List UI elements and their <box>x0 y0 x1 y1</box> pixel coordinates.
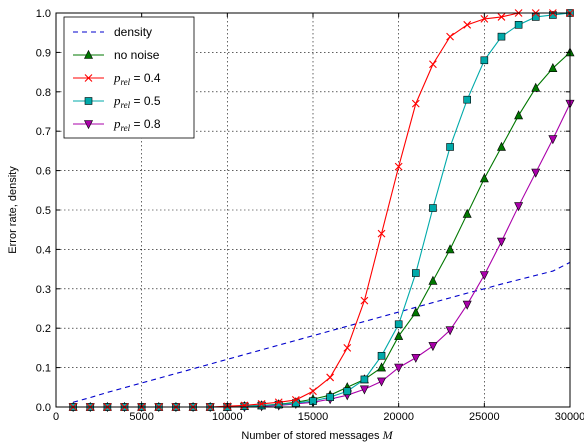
data-point <box>274 400 283 409</box>
data-point <box>360 296 369 305</box>
y-tick-label: 0.0 <box>36 402 51 414</box>
data-point <box>394 320 403 329</box>
legend-entry: prel = 0.4 <box>73 70 161 87</box>
legend-swatch-marker <box>84 74 93 82</box>
data-point <box>514 110 524 120</box>
data-point <box>257 399 266 408</box>
legend-entry: no noise <box>73 48 160 62</box>
data-point <box>445 244 455 254</box>
data-point <box>411 307 421 317</box>
data-point <box>291 396 300 404</box>
data-point <box>326 393 334 401</box>
data-point <box>531 82 541 92</box>
data-point <box>411 269 420 277</box>
data-point <box>514 202 524 212</box>
y-tick-label: 0.2 <box>36 323 51 335</box>
legend-label: no noise <box>114 48 160 62</box>
data-point <box>257 401 266 410</box>
data-point <box>479 173 489 183</box>
data-point <box>429 204 437 212</box>
data-point <box>548 135 558 145</box>
data-point <box>360 375 369 384</box>
data-point <box>497 13 506 21</box>
data-point <box>377 229 386 238</box>
data-point <box>445 326 455 336</box>
data-point <box>411 99 420 108</box>
data-point <box>531 13 540 21</box>
legend-label: prel = 0.4 <box>113 70 161 87</box>
legend-swatch-marker <box>84 49 93 59</box>
legend-swatch-marker <box>84 120 93 130</box>
x-tick-label: 0 <box>53 411 59 423</box>
legend-entry: density <box>73 25 152 39</box>
y-tick-label: 0.8 <box>36 87 51 99</box>
legend-label: prel = 0.8 <box>113 116 161 133</box>
y-tick-label: 0.3 <box>36 284 51 296</box>
y-tick-label: 0.9 <box>36 47 51 59</box>
data-point <box>514 21 523 29</box>
data-point <box>240 401 249 410</box>
legend-entry: prel = 0.8 <box>73 116 161 133</box>
data-point <box>326 373 335 382</box>
data-point <box>496 237 506 247</box>
y-tick-label: 0.5 <box>36 205 51 217</box>
x-tick-label: 15000 <box>298 411 329 423</box>
data-point <box>377 362 387 372</box>
x-tick-label: 30000 <box>555 411 584 423</box>
data-point <box>343 387 352 396</box>
data-point <box>394 330 404 340</box>
data-point <box>309 387 317 396</box>
legend-entry: prel = 0.5 <box>73 93 161 110</box>
data-point <box>428 275 438 285</box>
data-point <box>462 300 472 310</box>
data-point <box>549 11 557 19</box>
data-point <box>496 141 506 151</box>
legend-label: prel = 0.5 <box>113 93 161 110</box>
legend: density no noise prel = 0.4 prel = 0.5 prel … <box>63 16 195 139</box>
data-point <box>462 208 472 218</box>
data-point <box>480 15 489 23</box>
y-tick-label: 0.7 <box>36 126 51 138</box>
y-tick-label: 0.1 <box>36 363 51 375</box>
data-point <box>463 95 472 104</box>
grid <box>56 13 570 407</box>
x-axis-title: Number of stored messages M <box>241 428 393 442</box>
data-point <box>548 62 558 72</box>
ticks <box>55 12 571 408</box>
data-point <box>429 60 437 69</box>
y-tick-label: 0.4 <box>36 244 51 256</box>
x-tick-label: 25000 <box>469 411 500 423</box>
data-point <box>274 398 283 407</box>
data-point <box>359 385 369 395</box>
data-point <box>343 344 352 352</box>
data-point <box>497 32 506 41</box>
data-point <box>446 32 454 41</box>
data-point <box>411 353 421 363</box>
data-point <box>377 377 387 387</box>
data-point <box>377 351 386 360</box>
legend-swatch-marker <box>84 97 93 105</box>
data-point <box>480 56 489 65</box>
data-point <box>531 168 541 178</box>
data-point <box>428 342 438 352</box>
x-axis-title-text: Number of stored messages <box>241 430 382 442</box>
x-tick-label: 10000 <box>212 411 243 423</box>
y-axis-title: Error rate, density <box>7 166 19 254</box>
data-point <box>394 363 404 373</box>
x-tick-label: 20000 <box>383 411 414 423</box>
data-point <box>463 20 472 29</box>
tick-labels: 0 5000 10000 15000 20000 25000 30000 0.0 0.1 0.2 0… <box>36 8 584 423</box>
data-point <box>446 143 454 151</box>
data-point <box>240 402 249 411</box>
y-tick-label: 0.6 <box>36 166 51 178</box>
legend-label: density <box>114 25 152 39</box>
data-point <box>394 162 403 171</box>
y-tick-label: 1.0 <box>36 8 51 20</box>
data-point <box>479 271 489 281</box>
x-tick-label: 5000 <box>129 411 153 423</box>
